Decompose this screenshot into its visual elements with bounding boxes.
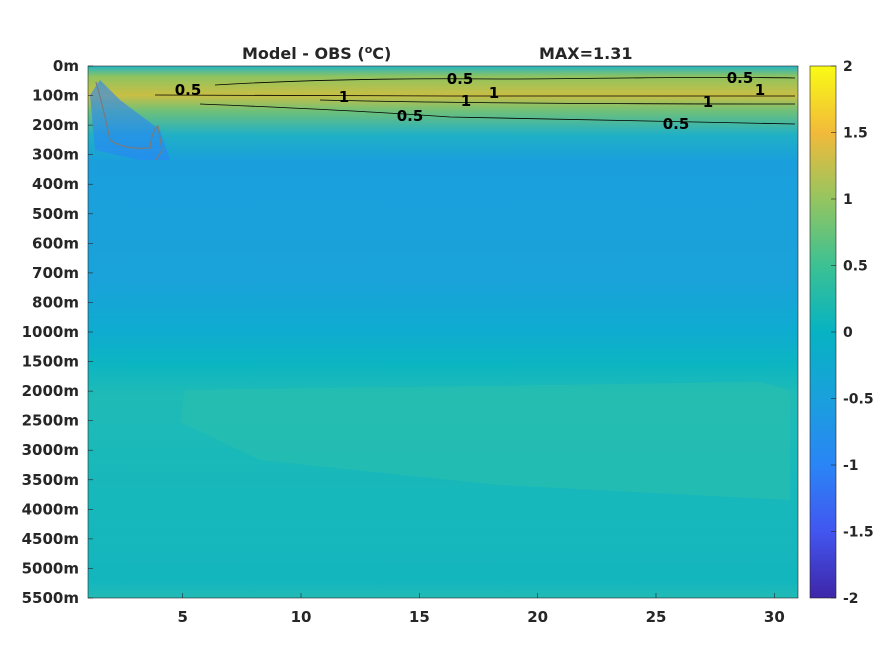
contour-labels: 0.5 0.5 0.5 0.5 0.5 1 1 1 1 1 [175, 69, 766, 133]
contour-label: 0.5 [397, 107, 424, 125]
chart-title: Model - OBS (oC) [242, 43, 391, 63]
x-tick-label: 30 [764, 608, 785, 626]
y-axis: 0m 100m 200m 300m 400m 500m 600m 700m 800m 1000m 1… [22, 57, 93, 607]
contour-05-upper [214, 76, 796, 86]
colorbar-tick-label: 1.5 [843, 126, 868, 142]
y-tick-label: 1500m [22, 353, 79, 371]
colorbar: 2 1.5 1 0.5 0 -0.5 -1 -1.5 -2 [809, 59, 874, 607]
colorbar-tick-label: -1.5 [843, 525, 874, 541]
title-superscript: o [365, 43, 373, 56]
contour-label: 1 [489, 84, 499, 102]
contour-label: 1 [703, 93, 713, 111]
contour-label: 0.5 [727, 69, 754, 87]
contour-negative [95, 81, 163, 161]
y-tick-label: 5500m [22, 589, 79, 607]
colorbar-tick-label: 2 [843, 59, 853, 75]
y-tick-label: 3500m [22, 471, 79, 489]
colorbar-tick-label: 1 [843, 192, 853, 208]
y-tick-label: 4500m [22, 530, 79, 548]
x-tick-label: 25 [646, 608, 667, 626]
colorbar-tick-label: -1 [843, 458, 859, 474]
x-tick-label: 5 [177, 608, 187, 626]
colorbar-tick-label: 0 [843, 325, 853, 341]
y-tick-label: 400m [32, 175, 79, 193]
x-axis: 5 10 15 20 25 30 [177, 593, 785, 626]
contour-label: 0.5 [663, 115, 690, 133]
colorbar-tick-label: -2 [843, 591, 859, 607]
colorbar-tick-label: 0.5 [843, 259, 868, 275]
contour-label: 1 [755, 81, 765, 99]
y-tick-label: 5000m [22, 559, 79, 577]
y-tick-label: 4000m [22, 500, 79, 518]
y-tick-label: 800m [32, 293, 79, 311]
field-background [88, 66, 798, 598]
plot-area [87, 65, 799, 599]
y-tick-label: 100m [32, 87, 79, 105]
contour-label: 0.5 [175, 81, 202, 99]
x-tick-label: 10 [291, 608, 312, 626]
colorbar-tick-label: -0.5 [843, 392, 874, 408]
y-tick-label: 2000m [22, 382, 79, 400]
title-main: Model - OBS ( [242, 44, 365, 63]
max-label: MAX=1.31 [539, 44, 633, 63]
contour-label: 1 [461, 92, 471, 110]
x-tick-label: 20 [527, 608, 548, 626]
y-tick-label: 500m [32, 205, 79, 223]
contour-label: 1 [339, 88, 349, 106]
y-tick-label: 2500m [22, 412, 79, 430]
x-tick-label: 15 [409, 608, 430, 626]
y-tick-label: 600m [32, 234, 79, 252]
title-unit: C) [372, 44, 391, 63]
field-patch-deep [180, 382, 790, 500]
y-tick-label: 3000m [22, 441, 79, 459]
y-tick-label: 200m [32, 116, 79, 134]
y-tick-label: 1000m [22, 323, 79, 341]
y-tick-label: 700m [32, 264, 79, 282]
y-tick-label: 300m [32, 146, 79, 164]
y-tick-label: 0m [53, 57, 79, 75]
contour-label: 0.5 [447, 70, 474, 88]
